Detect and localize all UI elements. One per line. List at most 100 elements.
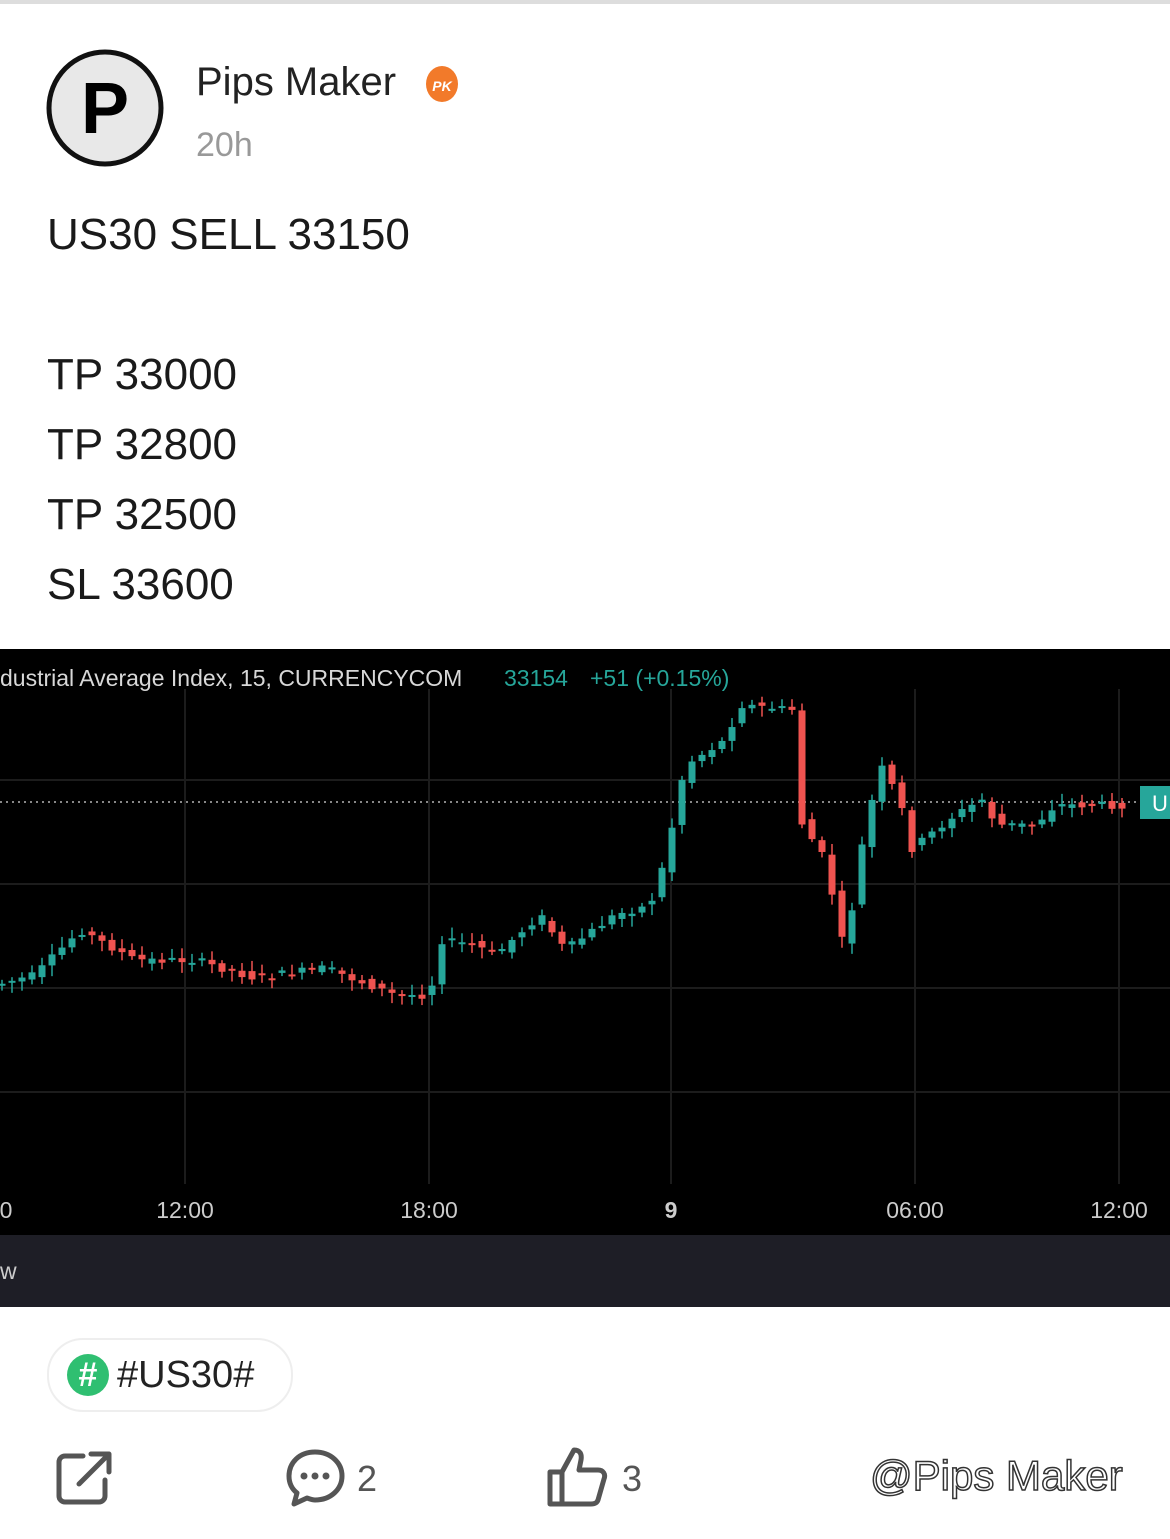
candle-body (738, 708, 746, 724)
x-label: 9 (665, 1197, 678, 1223)
candle-body (538, 915, 546, 925)
price-tag: U (1152, 791, 1168, 816)
candle-body (1118, 802, 1126, 809)
candle-body (638, 906, 646, 913)
candle-body (1058, 804, 1066, 807)
post-line: SL 33600 (47, 560, 234, 609)
candle-body (278, 970, 286, 973)
candle-body (148, 958, 156, 964)
hash-icon: # (67, 1354, 109, 1396)
candle-body (1078, 802, 1086, 808)
post-line: TP 32800 (47, 420, 238, 469)
candle-body (88, 931, 96, 936)
candle-body (358, 980, 366, 984)
candle-body (378, 983, 386, 989)
candle-body (758, 702, 766, 706)
candle-body (48, 954, 56, 966)
candle-body (1088, 803, 1096, 807)
x-label: 12:00 (1090, 1197, 1148, 1223)
candle-body (888, 764, 896, 784)
comment-count: 2 (357, 1458, 378, 1499)
candle-body (248, 971, 256, 980)
candle-body (578, 938, 586, 945)
candle-body (678, 779, 686, 825)
candle-body (398, 994, 406, 997)
svg-text:P: P (81, 69, 129, 149)
tag-text: #US30# (117, 1354, 255, 1396)
candle-body (68, 938, 76, 948)
candle-body (898, 782, 906, 809)
share-button[interactable] (55, 1448, 115, 1508)
candle-body (328, 967, 336, 970)
watermark: @Pips Maker (869, 1451, 1123, 1500)
candle-body (838, 890, 846, 937)
candle-body (198, 958, 206, 961)
x-label: 0 (0, 1197, 12, 1223)
candle-body (318, 965, 326, 973)
candle-body (548, 920, 556, 933)
candle-body (938, 827, 946, 832)
x-label: 18:00 (400, 1197, 458, 1223)
candle-body (718, 740, 726, 750)
candle-body (698, 754, 706, 762)
candle-body (188, 962, 196, 965)
candle-body (258, 973, 266, 976)
post-line: TP 33000 (47, 350, 238, 399)
candle-body (518, 932, 526, 938)
candle-body (268, 978, 276, 981)
candle-body (988, 801, 996, 819)
candle-body (828, 854, 836, 895)
chart-footer: w (0, 1258, 17, 1284)
candle-body (228, 968, 236, 971)
like-button[interactable] (546, 1446, 608, 1508)
candle-body (1048, 810, 1056, 822)
candle-body (808, 819, 816, 840)
candle-body (448, 938, 456, 941)
candle-body (908, 810, 916, 852)
chart-image[interactable]: U dustrial Average Index, 15, CURRENCYCO… (0, 649, 1170, 1307)
candle-body (1068, 804, 1076, 808)
candle-body (1008, 823, 1016, 826)
candle-body (488, 949, 496, 952)
candle-body (508, 940, 516, 953)
avatar[interactable]: P (46, 49, 166, 169)
candle-body (728, 727, 736, 741)
candle-body (968, 804, 976, 812)
x-label: 06:00 (886, 1197, 944, 1223)
like-count: 3 (622, 1458, 643, 1499)
candle-body (558, 931, 566, 944)
comment-button[interactable] (285, 1448, 347, 1508)
candle-body (178, 958, 186, 963)
candle-body (958, 809, 966, 818)
chart-price: 33154 (504, 665, 568, 691)
candle-body (468, 943, 476, 946)
candle-body (668, 827, 676, 873)
candle-body (1028, 824, 1036, 827)
post-time: 20h (196, 126, 253, 164)
tag-pill[interactable]: # #US30# (47, 1338, 293, 1412)
candle-body (598, 925, 606, 929)
candle-body (208, 959, 216, 965)
candle-body (388, 989, 396, 993)
candle-body (778, 706, 786, 709)
x-label: 12:00 (156, 1197, 214, 1223)
candle-body (1098, 801, 1106, 805)
candle-body (288, 974, 296, 977)
candle-body (428, 985, 436, 995)
candle-body (348, 974, 356, 981)
candle-body (408, 994, 416, 997)
candle-body (28, 972, 36, 980)
candle-body (8, 980, 16, 983)
candle-body (928, 831, 936, 838)
candle-body (0, 983, 6, 986)
candle-body (858, 844, 866, 905)
chart-header: dustrial Average Index, 15, CURRENCYCOM (0, 665, 462, 691)
candle-body (138, 954, 146, 960)
candle-body (168, 957, 176, 960)
author-name[interactable]: Pips Maker (196, 60, 397, 104)
candle-body (628, 913, 636, 917)
candle-body (218, 963, 226, 972)
candle-body (338, 970, 346, 974)
candle-body (688, 761, 696, 783)
